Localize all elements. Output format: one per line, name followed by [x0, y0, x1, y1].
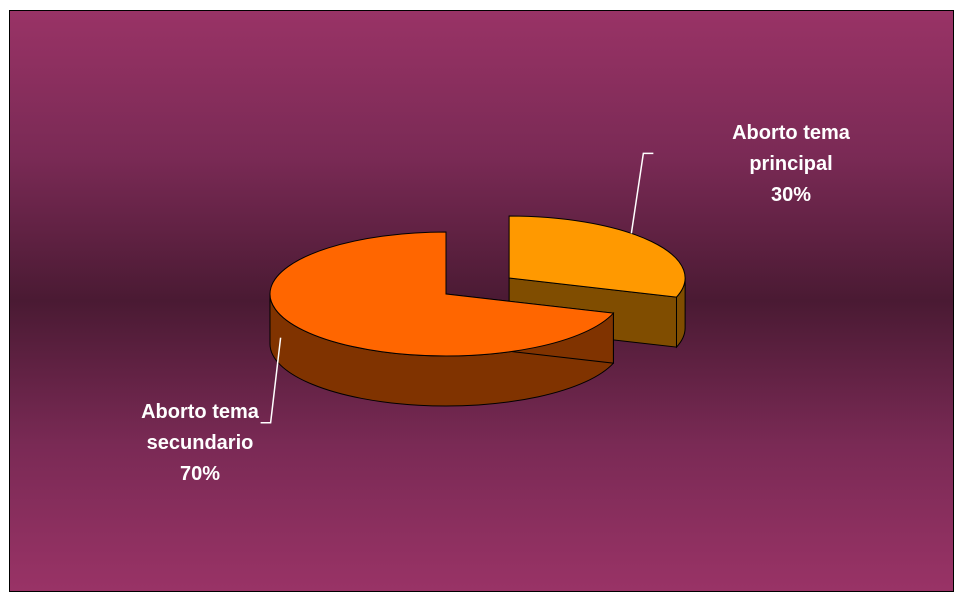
- slice-label-line-aborto-tema-principal: principal: [749, 153, 832, 175]
- slice-label-aborto-tema-secundario: Aborto tema secundario 70%: [141, 401, 260, 485]
- slice-label-line-aborto-tema-secundario: secundario: [147, 432, 254, 454]
- slice-top-aborto-tema-principal: [508, 215, 686, 298]
- slice-value-label-aborto-tema-principal: 30%: [771, 184, 811, 206]
- chart-area: Aborto tema principal 30% Aborto tema secund…: [9, 10, 954, 592]
- slice-label-aborto-tema-principal: Aborto tema principal 30%: [732, 122, 851, 206]
- slice-value-label-aborto-tema-secundario: 70%: [180, 463, 220, 485]
- leader-lines: [260, 152, 654, 424]
- slice-label-line-aborto-tema-secundario: Aborto tema: [141, 401, 260, 423]
- slice-labels: Aborto tema principal 30% Aborto tema secund…: [141, 122, 851, 485]
- slice-top-aborto-tema-secundario: [269, 231, 615, 357]
- leader-line-aborto-tema-secundario: [260, 337, 282, 424]
- pie-chart: Aborto tema principal 30% Aborto tema secund…: [141, 122, 851, 485]
- slice-label-line-aborto-tema-principal: Aborto tema: [732, 122, 851, 144]
- slice-tops: [269, 215, 686, 357]
- leader-line-aborto-tema-principal: [630, 152, 654, 234]
